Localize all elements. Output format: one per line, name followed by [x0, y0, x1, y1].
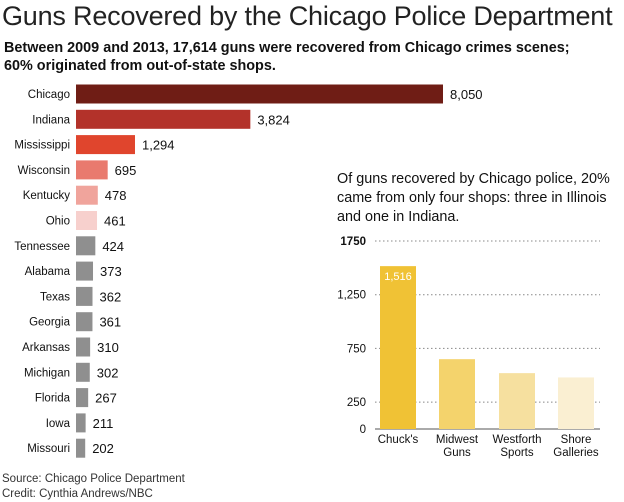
state-label-iowa: Iowa	[46, 418, 71, 430]
state-value-arkansas: 310	[97, 340, 119, 355]
state-bar-florida	[76, 388, 89, 408]
chart-title: Guns Recovered by the Chicago Police Dep…	[2, 1, 613, 31]
state-value-ohio: 461	[104, 214, 126, 229]
chart-subtitle: Between 2009 and 2013, 17,614 guns were …	[4, 40, 570, 74]
state-bar-missouri	[76, 438, 86, 458]
shop-label-shore-galleries: Shore	[561, 434, 592, 446]
state-label-missouri: Missouri	[27, 443, 70, 455]
state-value-iowa: 211	[93, 416, 114, 431]
y-tick-0: 0	[360, 424, 366, 436]
state-label-texas: Texas	[40, 291, 70, 303]
state-label-ohio: Ohio	[46, 216, 70, 228]
state-label-tennessee: Tennessee	[14, 241, 70, 253]
state-bar-mississippi	[76, 135, 135, 155]
state-value-florida: 267	[95, 391, 117, 406]
state-label-chicago: Chicago	[28, 89, 70, 101]
state-bar-kentucky	[76, 185, 98, 205]
state-label-indiana: Indiana	[32, 114, 70, 126]
state-bar-alabama	[76, 261, 94, 281]
state-bar-ohio	[76, 211, 98, 230]
shop-label-westforth-sports: Westforth	[493, 434, 542, 446]
state-bar-indiana	[76, 109, 251, 129]
shop-value-chuck-s: 1,516	[384, 271, 412, 283]
state-bar-tennessee	[76, 236, 96, 256]
state-value-georgia: 361	[99, 315, 121, 330]
state-value-alabama: 373	[100, 264, 122, 279]
state-bar-iowa	[76, 413, 86, 433]
state-label-mississippi: Mississippi	[14, 140, 70, 152]
state-label-michigan: Michigan	[24, 367, 70, 379]
shop-bar-shore-galleries	[558, 377, 594, 429]
shop-label-shore-galleries-line2: Galleries	[553, 447, 599, 459]
state-label-arkansas: Arkansas	[22, 342, 70, 354]
state-bar-wisconsin	[76, 160, 108, 180]
states-bar-chart: Chicago 8,050 Indiana 3,824 Mississippi 1,294…	[14, 84, 483, 458]
y-tick-1-250: 1,250	[337, 290, 366, 302]
state-value-mississippi: 1,294	[142, 138, 175, 153]
state-value-chicago: 8,050	[450, 87, 483, 102]
state-value-kentucky: 478	[105, 188, 127, 203]
state-label-kentucky: Kentucky	[23, 190, 71, 202]
shop-label-midwest-guns: Midwest	[436, 434, 479, 446]
state-label-wisconsin: Wisconsin	[18, 165, 70, 177]
shop-label-westforth-sports-line2: Sports	[500, 447, 533, 459]
shop-label-midwest-guns-line2: Guns	[443, 447, 471, 459]
y-tick-1750: 1750	[340, 236, 366, 248]
state-value-wisconsin: 695	[115, 163, 137, 178]
source-note: Source: Chicago Police Department	[2, 473, 185, 485]
y-tick-750: 750	[347, 343, 366, 355]
state-label-florida: Florida	[35, 393, 71, 405]
state-value-michigan: 302	[97, 365, 119, 380]
state-value-tennessee: 424	[102, 239, 124, 254]
shop-bar-westforth-sports	[499, 373, 535, 429]
state-label-georgia: Georgia	[29, 317, 71, 329]
y-tick-250: 250	[347, 397, 366, 409]
state-value-missouri: 202	[92, 441, 114, 456]
state-bar-georgia	[76, 312, 93, 332]
credit-note: Credit: Cynthia Andrews/NBC	[2, 488, 153, 500]
state-value-indiana: 3,824	[257, 112, 290, 127]
state-bar-texas	[76, 286, 93, 306]
state-value-texas: 362	[100, 289, 122, 304]
state-bar-arkansas	[76, 337, 91, 357]
shop-label-chuck-s: Chuck's	[378, 434, 419, 446]
state-bar-chicago	[76, 84, 443, 104]
shop-bar-chuck-s	[380, 266, 416, 429]
shops-description: Of guns recovered by Chicago police, 20%…	[337, 171, 610, 225]
state-bar-michigan	[76, 362, 90, 382]
shop-bar-midwest-guns	[439, 359, 475, 429]
state-label-alabama: Alabama	[25, 266, 71, 278]
